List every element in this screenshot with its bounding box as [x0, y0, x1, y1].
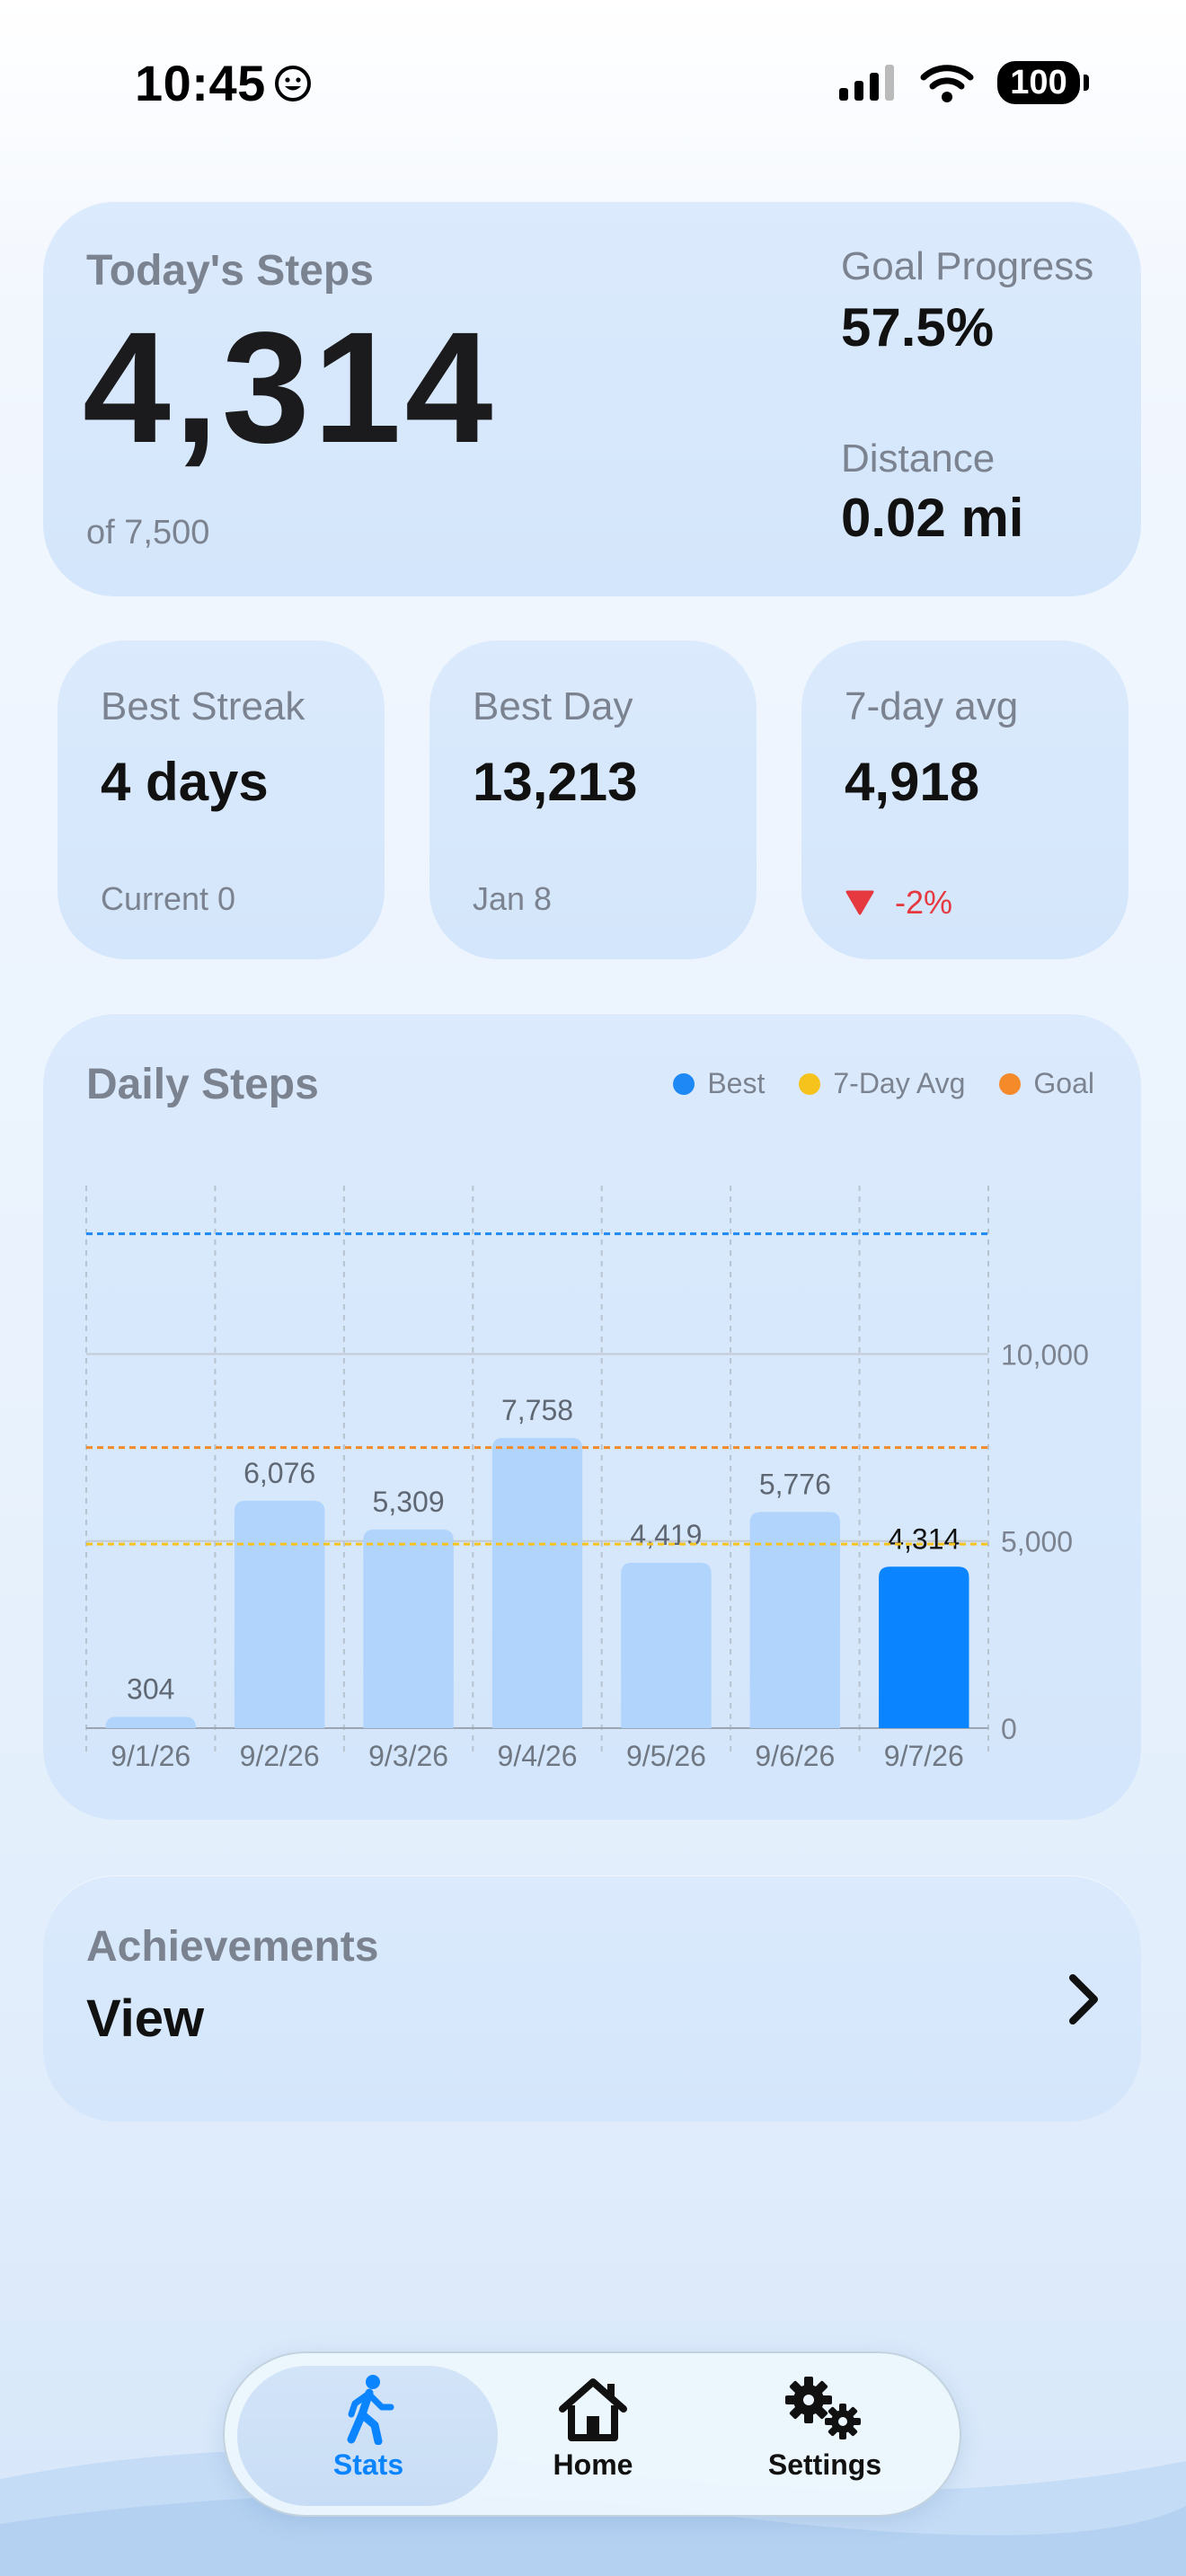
- y-tick-label: 5,000: [1001, 1526, 1073, 1558]
- status-time: 10:45: [135, 54, 313, 112]
- best-day-date: Jan 8: [473, 880, 553, 917]
- x-tick-label: 9/2/26: [240, 1740, 320, 1772]
- achievements-view-text: View: [86, 1989, 205, 2048]
- battery-level: 100: [1010, 63, 1067, 101]
- bar-value-label: 4,419: [630, 1519, 702, 1551]
- x-tick-label: 9/3/26: [368, 1740, 448, 1772]
- legend-item-best: Best: [673, 1067, 765, 1100]
- avg-change: -2%: [845, 884, 952, 922]
- legend-label: Goal: [1033, 1067, 1094, 1099]
- seven-day-avg-label: 7-day avg: [845, 684, 1019, 728]
- bar: [879, 1566, 969, 1728]
- y-tick-label: 10,000: [1001, 1338, 1089, 1371]
- bar: [234, 1500, 325, 1728]
- legend-label: 7-Day Avg: [833, 1067, 966, 1099]
- legend-item-goal: Goal: [999, 1067, 1094, 1100]
- seven-day-avg-card: 7-day avg 4,918 -2%: [801, 640, 1128, 959]
- goal-target-text: of 7,500: [86, 514, 210, 551]
- best-day-card: Best Day 13,213 Jan 8: [429, 640, 757, 959]
- daily-steps-title: Daily Steps: [86, 1061, 319, 1108]
- x-tick-label: 9/4/26: [498, 1740, 578, 1772]
- seven-day-avg-value: 4,918: [845, 752, 980, 812]
- legend-dot: [999, 1072, 1022, 1095]
- daily-steps-chart: 0 5,000 10,000 304 9/1/26 6,076 9/2/26 5,309 9/3…: [85, 1186, 1089, 1772]
- legend-dot: [799, 1072, 821, 1095]
- battery-indicator: 100: [997, 61, 1089, 104]
- bar-value-label: 5,309: [373, 1486, 445, 1518]
- daily-steps-card: Daily Steps Best 7-Day Avg Goal 0 5,000 10…: [43, 1013, 1141, 1820]
- home-icon: [559, 2378, 627, 2441]
- x-tick-label: 9/1/26: [111, 1740, 190, 1772]
- y-tick-label: 0: [1001, 1713, 1017, 1745]
- walking-icon: [347, 2375, 394, 2445]
- today-steps-value: 4,314: [83, 300, 497, 476]
- bar: [621, 1562, 712, 1728]
- tab-home[interactable]: Home: [503, 2373, 683, 2482]
- smiley-icon: [274, 65, 311, 101]
- tab-settings-label: Settings: [767, 2448, 882, 2481]
- x-tick-label: 9/5/26: [626, 1740, 706, 1772]
- achievements-card[interactable]: Achievements View: [43, 1875, 1141, 2122]
- tab-stats[interactable]: Stats: [279, 2373, 458, 2482]
- best-day-label: Best Day: [473, 684, 633, 728]
- tab-home-label: Home: [553, 2448, 633, 2481]
- clock-text: 10:45: [135, 55, 266, 111]
- best-streak-value: 4 days: [101, 752, 269, 812]
- legend-label: Best: [707, 1067, 766, 1099]
- gears-icon: [785, 2377, 861, 2439]
- best-streak-card: Best Streak 4 days Current 0: [58, 640, 385, 959]
- bar-value-label: 4,314: [888, 1522, 960, 1555]
- bar-value-label: 7,758: [501, 1394, 573, 1426]
- best-day-value: 13,213: [473, 752, 638, 812]
- bar: [749, 1512, 841, 1728]
- wifi-icon: [920, 65, 974, 102]
- today-steps-card: Today's Steps 4,314 of 7,500 Goal Progre…: [43, 201, 1141, 596]
- tab-stats-label: Stats: [332, 2448, 404, 2481]
- chart-legend: Best 7-Day Avg Goal: [673, 1067, 1094, 1100]
- legend-item-avg: 7-Day Avg: [799, 1067, 965, 1100]
- bar: [363, 1529, 454, 1728]
- bar-value-label: 5,776: [759, 1468, 831, 1500]
- today-steps-title: Today's Steps: [86, 247, 374, 295]
- cellular-signal-icon: [839, 65, 894, 101]
- tab-bar: Stats Home: [223, 2351, 961, 2517]
- goal-progress-value: 57.5%: [841, 297, 995, 357]
- x-tick-label: 9/6/26: [755, 1740, 835, 1772]
- avg-change-text: -2%: [895, 884, 953, 921]
- down-triangle-icon: [845, 890, 874, 915]
- bar-value-label: 6,076: [243, 1457, 315, 1489]
- x-tick-label: 9/7/26: [884, 1740, 964, 1772]
- chevron-right-icon[interactable]: [1066, 1972, 1102, 2026]
- distance-label: Distance: [841, 437, 996, 481]
- status-indicators: 100: [839, 61, 1089, 104]
- bar: [491, 1437, 583, 1728]
- goal-progress-label: Goal Progress: [841, 244, 1094, 288]
- tab-settings[interactable]: Settings: [735, 2373, 915, 2482]
- bar: [105, 1716, 196, 1728]
- current-streak-text: Current 0: [101, 880, 236, 917]
- distance-value: 0.02 mi: [841, 488, 1024, 548]
- achievements-label: Achievements: [86, 1923, 379, 1971]
- legend-dot: [673, 1072, 695, 1095]
- bar-value-label: 304: [127, 1672, 174, 1705]
- best-streak-label: Best Streak: [101, 684, 305, 728]
